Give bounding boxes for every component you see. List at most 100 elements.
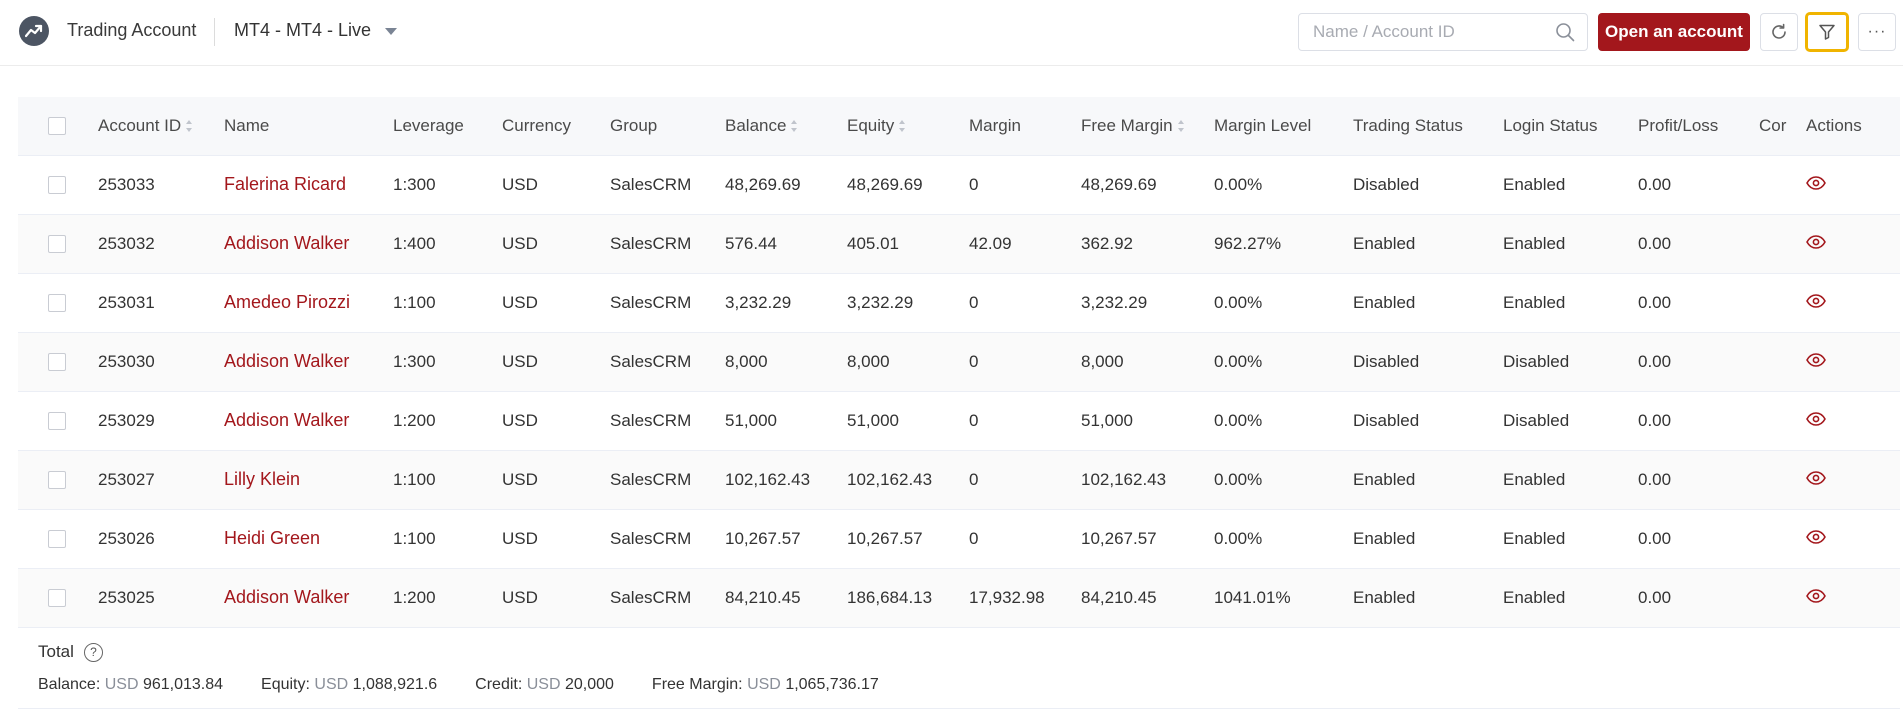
cell-balance: 102,162.43 (725, 469, 811, 489)
cell-account-id: 253026 (98, 528, 155, 548)
cell-profit-loss: 0.00 (1638, 292, 1672, 312)
cell-free-margin: 84,210.45 (1081, 587, 1157, 607)
cell-name[interactable]: Falerina Ricard (224, 174, 347, 194)
cell-profit-loss: 0.00 (1638, 233, 1672, 253)
cell-margin-level: 0.00% (1214, 528, 1263, 548)
cell-balance: 8,000 (725, 351, 768, 371)
cell-currency: USD (502, 410, 538, 430)
cell-currency: USD (502, 469, 538, 489)
cell-login-status: Enabled (1503, 174, 1566, 194)
cell-balance: 576.44 (725, 233, 777, 253)
cell-login-status: Enabled (1503, 528, 1566, 548)
sort-icon[interactable] (791, 120, 798, 133)
row-checkbox[interactable] (48, 176, 66, 195)
cell-account-id: 253025 (98, 587, 155, 607)
cell-equity: 3,232.29 (847, 292, 914, 312)
row-checkbox[interactable] (48, 235, 66, 254)
table-row: 253025 Addison Walker 1:200 USD SalesCRM 84,2… (18, 568, 1900, 627)
account-type-value: MT4 - MT4 - Live (234, 20, 372, 40)
cell-actions (1806, 214, 1900, 273)
row-checkbox[interactable] (48, 353, 66, 372)
cell-margin: 0 (969, 292, 979, 312)
refresh-button[interactable] (1760, 13, 1798, 51)
cell-name[interactable]: Addison Walker (224, 351, 350, 371)
cell-trading-status: Enabled (1353, 292, 1416, 312)
row-checkbox[interactable] (48, 589, 66, 608)
cell-login-status: Disabled (1503, 351, 1570, 371)
cell-margin: 17,932.98 (969, 587, 1045, 607)
col-actions: Actions (1806, 115, 1862, 135)
search-input[interactable] (1313, 14, 1543, 50)
sort-icon[interactable] (1177, 120, 1184, 133)
view-eye-icon[interactable] (1806, 470, 1826, 485)
cell-name[interactable]: Addison Walker (224, 233, 350, 253)
row-checkbox[interactable] (48, 294, 66, 313)
table-row: 253032 Addison Walker 1:400 USD SalesCRM 576.… (18, 214, 1900, 273)
cell-free-margin: 362.92 (1081, 233, 1133, 253)
view-eye-icon[interactable] (1806, 175, 1826, 190)
view-eye-icon[interactable] (1806, 352, 1826, 367)
col-equity[interactable]: Equity (847, 115, 895, 135)
cell-actions (1806, 509, 1900, 568)
cell-equity: 48,269.69 (847, 174, 923, 194)
cell-group: SalesCRM (610, 528, 692, 548)
table-row: 253033 Falerina Ricard 1:300 USD SalesCRM 48,… (18, 155, 1900, 214)
cell-leverage: 1:100 (393, 469, 436, 489)
cell-name[interactable]: Heidi Green (224, 528, 321, 548)
cell-profit-loss: 0.00 (1638, 174, 1672, 194)
col-margin-level: Margin Level (1214, 115, 1312, 135)
search-box (1298, 13, 1588, 51)
cell-group: SalesCRM (610, 174, 692, 194)
cell-account-id: 253029 (98, 410, 155, 430)
col-name: Name (224, 115, 270, 135)
cell-leverage: 1:400 (393, 233, 436, 253)
row-checkbox[interactable] (48, 471, 66, 490)
cell-margin: 0 (969, 174, 979, 194)
view-eye-icon[interactable] (1806, 234, 1826, 249)
table-row: 253027 Lilly Klein 1:100 USD SalesCRM 102,162… (18, 450, 1900, 509)
cell-balance: 51,000 (725, 410, 777, 430)
sort-icon[interactable] (899, 120, 906, 133)
help-icon[interactable]: ? (83, 642, 103, 662)
view-eye-icon[interactable] (1806, 588, 1826, 603)
cell-name[interactable]: Amedeo Pirozzi (224, 292, 351, 312)
filter-button[interactable] (1805, 12, 1849, 52)
row-checkbox[interactable] (48, 412, 66, 431)
cell-margin-level: 0.00% (1214, 351, 1263, 371)
view-eye-icon[interactable] (1806, 411, 1826, 426)
cell-trading-status: Enabled (1353, 233, 1416, 253)
row-checkbox[interactable] (48, 530, 66, 549)
col-trading-status: Trading Status (1353, 115, 1463, 135)
cell-group: SalesCRM (610, 469, 692, 489)
caret-down-icon (385, 28, 398, 35)
col-cor: Cor (1759, 115, 1787, 135)
search-icon[interactable] (1555, 22, 1575, 47)
open-account-button[interactable]: Open an account (1598, 13, 1750, 51)
col-balance[interactable]: Balance (725, 115, 787, 135)
total-label: Total (38, 642, 74, 661)
view-eye-icon[interactable] (1806, 529, 1826, 544)
account-type-select[interactable]: MT4 - MT4 - Live (234, 20, 398, 41)
select-all-checkbox[interactable] (48, 117, 66, 136)
cell-login-status: Enabled (1503, 292, 1566, 312)
view-eye-icon[interactable] (1806, 293, 1826, 308)
sort-icon[interactable] (186, 120, 193, 133)
col-account-id[interactable]: Account ID (98, 115, 182, 135)
cell-margin-level: 1041.01% (1214, 587, 1291, 607)
col-free-margin[interactable]: Free Margin (1081, 115, 1173, 135)
cell-margin: 0 (969, 410, 979, 430)
cell-equity: 8,000 (847, 351, 890, 371)
cell-leverage: 1:100 (393, 528, 436, 548)
cell-trading-status: Enabled (1353, 587, 1416, 607)
cell-login-status: Disabled (1503, 410, 1570, 430)
cell-name[interactable]: Addison Walker (224, 410, 350, 430)
more-options-button[interactable]: ··· (1858, 13, 1896, 51)
cell-group: SalesCRM (610, 233, 692, 253)
table-row: 253031 Amedeo Pirozzi 1:100 USD SalesCRM 3,23… (18, 273, 1900, 332)
cell-balance: 3,232.29 (725, 292, 792, 312)
col-margin: Margin (969, 115, 1021, 135)
cell-name[interactable]: Addison Walker (224, 587, 350, 607)
cell-name[interactable]: Lilly Klein (224, 469, 301, 489)
cell-balance: 10,267.57 (725, 528, 801, 548)
refresh-icon (1772, 23, 1786, 39)
